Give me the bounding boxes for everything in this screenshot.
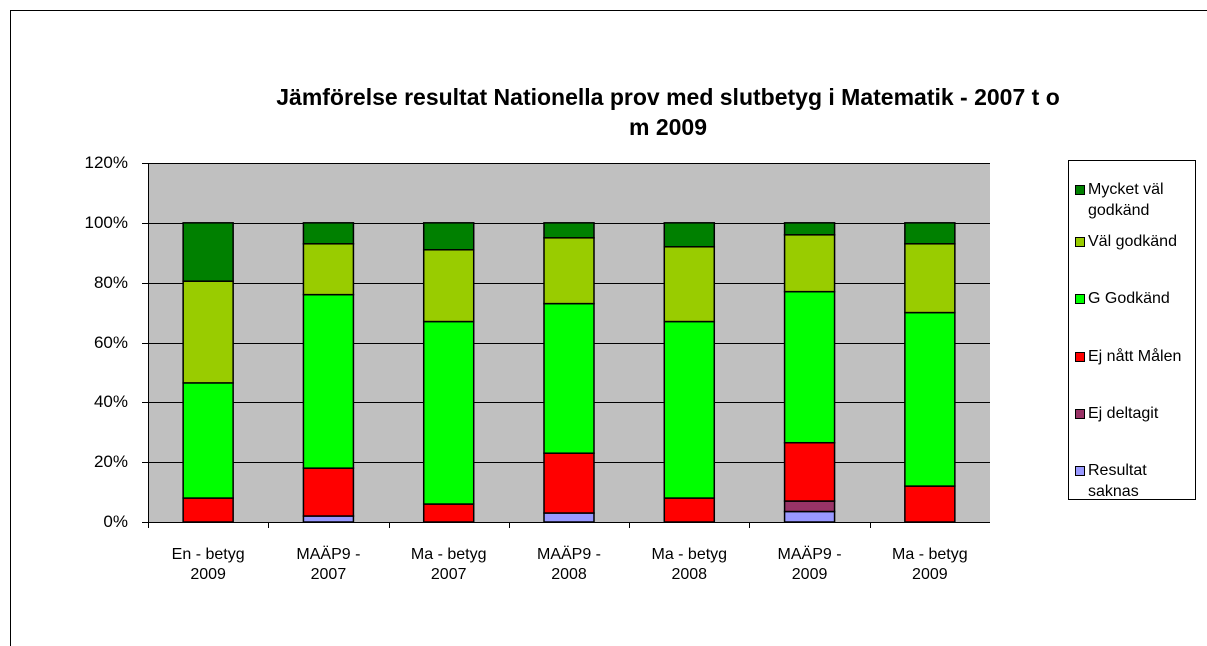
- legend-label: Mycket väl godkänd: [1088, 181, 1164, 219]
- legend-item: Ej nått Målen: [1075, 346, 1193, 367]
- bar-segment: [543, 237, 595, 305]
- y-tick-label: 20%: [93, 451, 128, 471]
- legend-label: Ej nått Målen: [1088, 348, 1182, 365]
- bar-segment: [302, 243, 355, 296]
- legend-item: G Godkänd: [1075, 288, 1193, 309]
- bar-segment: [783, 222, 836, 236]
- bar-segment: [783, 500, 836, 513]
- y-tick-label: 60%: [93, 332, 128, 352]
- bar-segment: [182, 382, 234, 499]
- x-tick-label: MAÄP9 - 2007: [296, 546, 361, 583]
- legend-swatch: [1075, 237, 1085, 247]
- legend-item: Ej deltagit: [1075, 403, 1193, 424]
- bar-segment: [302, 467, 355, 517]
- x-tick-label: Ma - betyg 2009: [892, 546, 968, 583]
- legend: Mycket väl godkänd Väl godkänd G Godkänd Ej…: [1068, 160, 1196, 500]
- legend-swatch: [1075, 294, 1085, 304]
- bar-segment: [904, 222, 956, 245]
- y-tick-label: 0%: [103, 511, 128, 531]
- legend-swatch: [1075, 409, 1085, 419]
- x-tick-label: MAÄP9 - 2009: [777, 546, 842, 583]
- chart-frame: [10, 10, 1207, 646]
- bar-segment: [543, 222, 595, 239]
- y-tick-label: 40%: [93, 391, 128, 411]
- legend-swatch: [1075, 185, 1085, 195]
- legend-swatch: [1075, 466, 1085, 476]
- bar-segment: [783, 234, 836, 293]
- bar-segment: [302, 293, 355, 469]
- bar-segment: [543, 452, 595, 514]
- bar-segment: [783, 290, 836, 444]
- legend-label: G Godkänd: [1088, 290, 1170, 307]
- legend-label: Väl godkänd: [1088, 233, 1177, 250]
- bar-segment: [904, 243, 956, 314]
- chart-title: Jämförelse resultat Nationella prov med …: [276, 84, 1060, 140]
- bar-segment: [663, 246, 716, 323]
- legend-item: Resultat saknas: [1075, 460, 1193, 502]
- bar-segment: [783, 441, 836, 502]
- bar-segment: [543, 512, 595, 523]
- bar-segment: [302, 515, 355, 523]
- bar-segment: [663, 320, 716, 499]
- y-tick-label: 80%: [93, 272, 128, 292]
- legend-item: Väl godkänd: [1075, 231, 1193, 252]
- x-tick-label: Ma - betyg 2007: [410, 546, 487, 583]
- x-tick-label: MAÄP9 - 2008: [536, 546, 601, 583]
- x-tick-label: Ma - betyg 2008: [651, 546, 728, 583]
- bar-segment: [302, 222, 355, 245]
- bar-segment: [422, 222, 475, 251]
- bar-segment: [783, 510, 836, 523]
- legend-label: Resultat saknas: [1088, 462, 1147, 500]
- bar-segment: [663, 497, 716, 523]
- bar-segment: [422, 320, 475, 505]
- bar-segment: [182, 497, 234, 523]
- y-tick-label: 100%: [84, 212, 128, 232]
- x-tick-label: En - betyg 2009: [171, 546, 245, 583]
- legend-label: Ej deltagit: [1088, 405, 1159, 422]
- legend-item: Mycket väl godkänd: [1075, 179, 1193, 221]
- bar-segment: [543, 302, 595, 454]
- legend-swatch: [1075, 352, 1085, 362]
- bar-segment: [904, 485, 956, 523]
- bar-segment: [422, 249, 475, 323]
- bar-segment: [182, 222, 234, 282]
- bar-segment: [904, 311, 956, 487]
- bar-segment: [182, 280, 234, 384]
- bar-segment: [663, 222, 716, 248]
- bar-segment: [422, 503, 475, 523]
- y-tick-label: 120%: [84, 152, 128, 172]
